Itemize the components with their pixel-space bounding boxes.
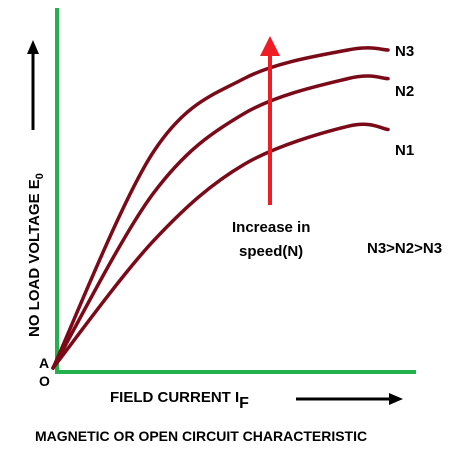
speed-increase-arrowhead xyxy=(260,36,280,56)
curve-n1 xyxy=(51,122,390,370)
curves-group xyxy=(51,46,390,370)
annotation-line-1: Increase in xyxy=(232,219,310,236)
origin-label-o: O xyxy=(39,373,50,389)
chart-title: MAGNETIC OR OPEN CIRCUIT CHARACTERISTIC xyxy=(35,428,367,444)
series-label-n3: N3 xyxy=(395,43,414,60)
series-label-n1: N1 xyxy=(395,142,414,159)
x-axis-arrowhead xyxy=(389,393,403,405)
curve-n2 xyxy=(51,74,390,370)
curve-n3 xyxy=(51,46,390,370)
annotation-line-2: speed(N) xyxy=(239,243,303,260)
y-axis-label: NO LOAD VOLTAGE E0 xyxy=(26,173,46,337)
origin-label-a: A xyxy=(39,355,49,371)
x-axis-label: FIELD CURRENT IF xyxy=(110,389,249,412)
y-axis-arrowhead xyxy=(27,40,39,54)
speed-relation: N3>N2>N3 xyxy=(367,240,442,257)
series-label-n2: N2 xyxy=(395,83,414,100)
